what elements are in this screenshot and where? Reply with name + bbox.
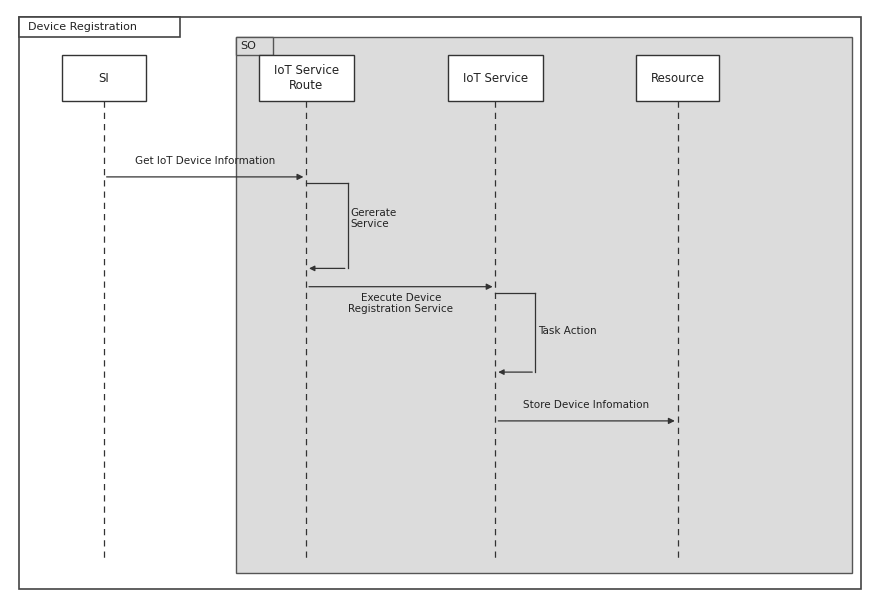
Text: Execute Device
Registration Service: Execute Device Registration Service	[348, 293, 453, 314]
Text: Get IoT Device Information: Get IoT Device Information	[135, 156, 275, 166]
Bar	[236, 37, 852, 573]
Text: Gererate
Service: Gererate Service	[350, 207, 397, 229]
Text: Task Action: Task Action	[539, 326, 598, 336]
Text: SO: SO	[240, 41, 256, 51]
Bar	[62, 56, 145, 101]
Text: IoT Service: IoT Service	[463, 71, 528, 85]
Bar	[635, 56, 720, 101]
Bar	[19, 17, 180, 37]
Bar	[448, 56, 543, 101]
Bar	[259, 56, 354, 101]
Bar	[236, 37, 273, 55]
Text: Resource: Resource	[650, 71, 705, 85]
Text: IoT Service
Route: IoT Service Route	[274, 64, 339, 92]
Text: SI: SI	[99, 71, 109, 85]
Text: Store Device Infomation: Store Device Infomation	[524, 400, 649, 410]
Text: Device Registration: Device Registration	[28, 22, 137, 32]
